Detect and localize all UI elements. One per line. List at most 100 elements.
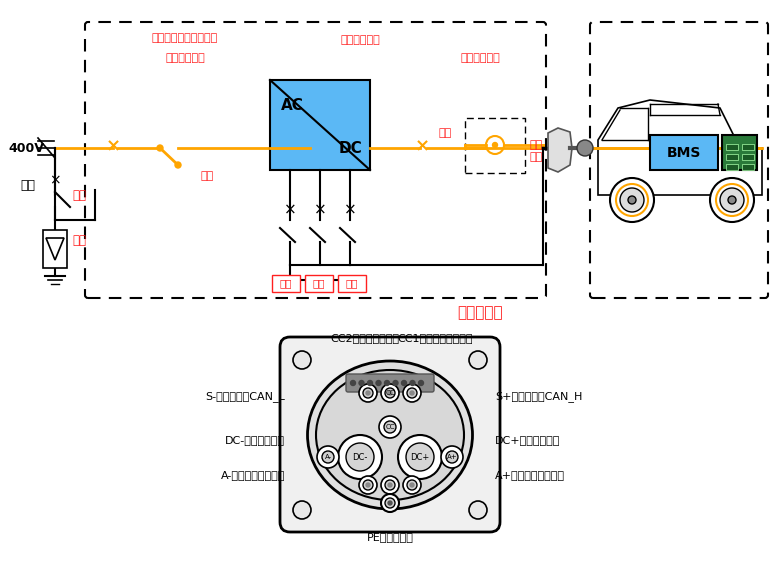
Circle shape [469, 351, 487, 369]
Text: 保护: 保护 [72, 189, 86, 202]
Circle shape [384, 421, 396, 433]
Circle shape [441, 446, 463, 468]
FancyBboxPatch shape [280, 337, 500, 532]
Circle shape [381, 476, 399, 494]
Text: 计量: 计量 [280, 278, 292, 288]
Text: CC1；；充电连接确认: CC1；；充电连接确认 [397, 333, 473, 343]
Text: A-: A- [324, 454, 331, 460]
Circle shape [366, 391, 370, 395]
Circle shape [410, 391, 414, 395]
Circle shape [350, 381, 356, 386]
Circle shape [385, 480, 395, 490]
Text: S+；充电通信CAN_H: S+；充电通信CAN_H [495, 391, 583, 403]
Circle shape [381, 494, 399, 512]
FancyBboxPatch shape [338, 275, 366, 292]
Text: 直流主接触器: 直流主接触器 [460, 53, 500, 63]
Circle shape [381, 384, 399, 402]
Circle shape [492, 143, 498, 148]
Text: 交流主（漏电）断路器: 交流主（漏电）断路器 [152, 33, 218, 43]
Circle shape [293, 501, 311, 519]
Polygon shape [548, 128, 572, 172]
Circle shape [385, 388, 395, 398]
Circle shape [376, 381, 381, 386]
Text: 电网: 电网 [20, 178, 35, 191]
Text: S-；充电通信CAN_L: S-；充电通信CAN_L [205, 391, 285, 403]
FancyBboxPatch shape [43, 230, 67, 268]
Text: ×: × [314, 203, 326, 218]
FancyBboxPatch shape [726, 144, 738, 150]
Circle shape [407, 480, 417, 490]
Text: 直流主断路器: 直流主断路器 [340, 35, 380, 45]
Text: AC: AC [281, 98, 303, 112]
Text: 浪涌: 浪涌 [72, 233, 86, 247]
Circle shape [577, 140, 593, 156]
Circle shape [469, 501, 487, 519]
Circle shape [346, 443, 374, 471]
Ellipse shape [316, 370, 464, 500]
Circle shape [157, 145, 163, 151]
Text: 直流充电桦: 直流充电桦 [457, 305, 503, 320]
Circle shape [403, 384, 421, 402]
Circle shape [710, 178, 754, 222]
FancyBboxPatch shape [650, 135, 718, 170]
Circle shape [379, 416, 401, 438]
FancyBboxPatch shape [742, 144, 754, 150]
Text: CC2；充电连接确认: CC2；充电连接确认 [331, 333, 399, 343]
Circle shape [403, 476, 421, 494]
Circle shape [402, 381, 406, 386]
Circle shape [385, 498, 395, 508]
Circle shape [359, 476, 377, 494]
Text: ×: × [344, 203, 356, 218]
FancyBboxPatch shape [722, 135, 757, 170]
Text: A+；低压辅助电源正: A+；低压辅助电源正 [495, 470, 565, 480]
Text: 保护: 保护 [438, 128, 452, 138]
Circle shape [385, 381, 389, 386]
Circle shape [610, 178, 654, 222]
Text: A+: A+ [447, 454, 457, 460]
FancyBboxPatch shape [272, 275, 300, 292]
Text: DC+；直流电源正: DC+；直流电源正 [495, 435, 560, 445]
Text: 辅助: 辅助 [346, 278, 358, 288]
Circle shape [359, 384, 377, 402]
Text: CC: CC [385, 424, 395, 430]
Circle shape [363, 388, 373, 398]
Text: BMS: BMS [667, 145, 701, 160]
Text: PE；保护接地: PE；保护接地 [367, 532, 413, 542]
Circle shape [720, 188, 744, 212]
Text: DC: DC [338, 140, 362, 156]
Circle shape [407, 388, 417, 398]
Circle shape [410, 381, 415, 386]
Text: 监控: 监控 [313, 278, 325, 288]
FancyBboxPatch shape [270, 80, 370, 170]
Text: CC: CC [385, 390, 395, 396]
Circle shape [363, 480, 373, 490]
Circle shape [388, 483, 392, 487]
FancyBboxPatch shape [742, 164, 754, 170]
Circle shape [366, 483, 370, 487]
Text: ×: × [284, 203, 296, 218]
Circle shape [317, 446, 339, 468]
Circle shape [406, 443, 434, 471]
Circle shape [728, 196, 736, 204]
Text: ×: × [414, 137, 430, 155]
Circle shape [446, 451, 458, 463]
Ellipse shape [307, 361, 473, 509]
Circle shape [175, 162, 181, 168]
FancyBboxPatch shape [726, 154, 738, 160]
Circle shape [388, 501, 392, 505]
Circle shape [620, 188, 644, 212]
Circle shape [419, 381, 424, 386]
Circle shape [393, 381, 398, 386]
Circle shape [367, 381, 373, 386]
FancyBboxPatch shape [346, 374, 434, 392]
Text: 紧停: 紧停 [200, 171, 214, 181]
FancyBboxPatch shape [305, 275, 333, 292]
Text: DC-: DC- [353, 453, 367, 461]
Text: ×: × [49, 173, 61, 187]
FancyBboxPatch shape [742, 154, 754, 160]
Text: 交流主接触器: 交流主接触器 [165, 53, 205, 63]
Text: A-；低压辅助电源负: A-；低压辅助电源负 [221, 470, 285, 480]
Circle shape [322, 451, 334, 463]
Circle shape [359, 381, 364, 386]
Text: DC-；直流电源负: DC-；直流电源负 [225, 435, 285, 445]
